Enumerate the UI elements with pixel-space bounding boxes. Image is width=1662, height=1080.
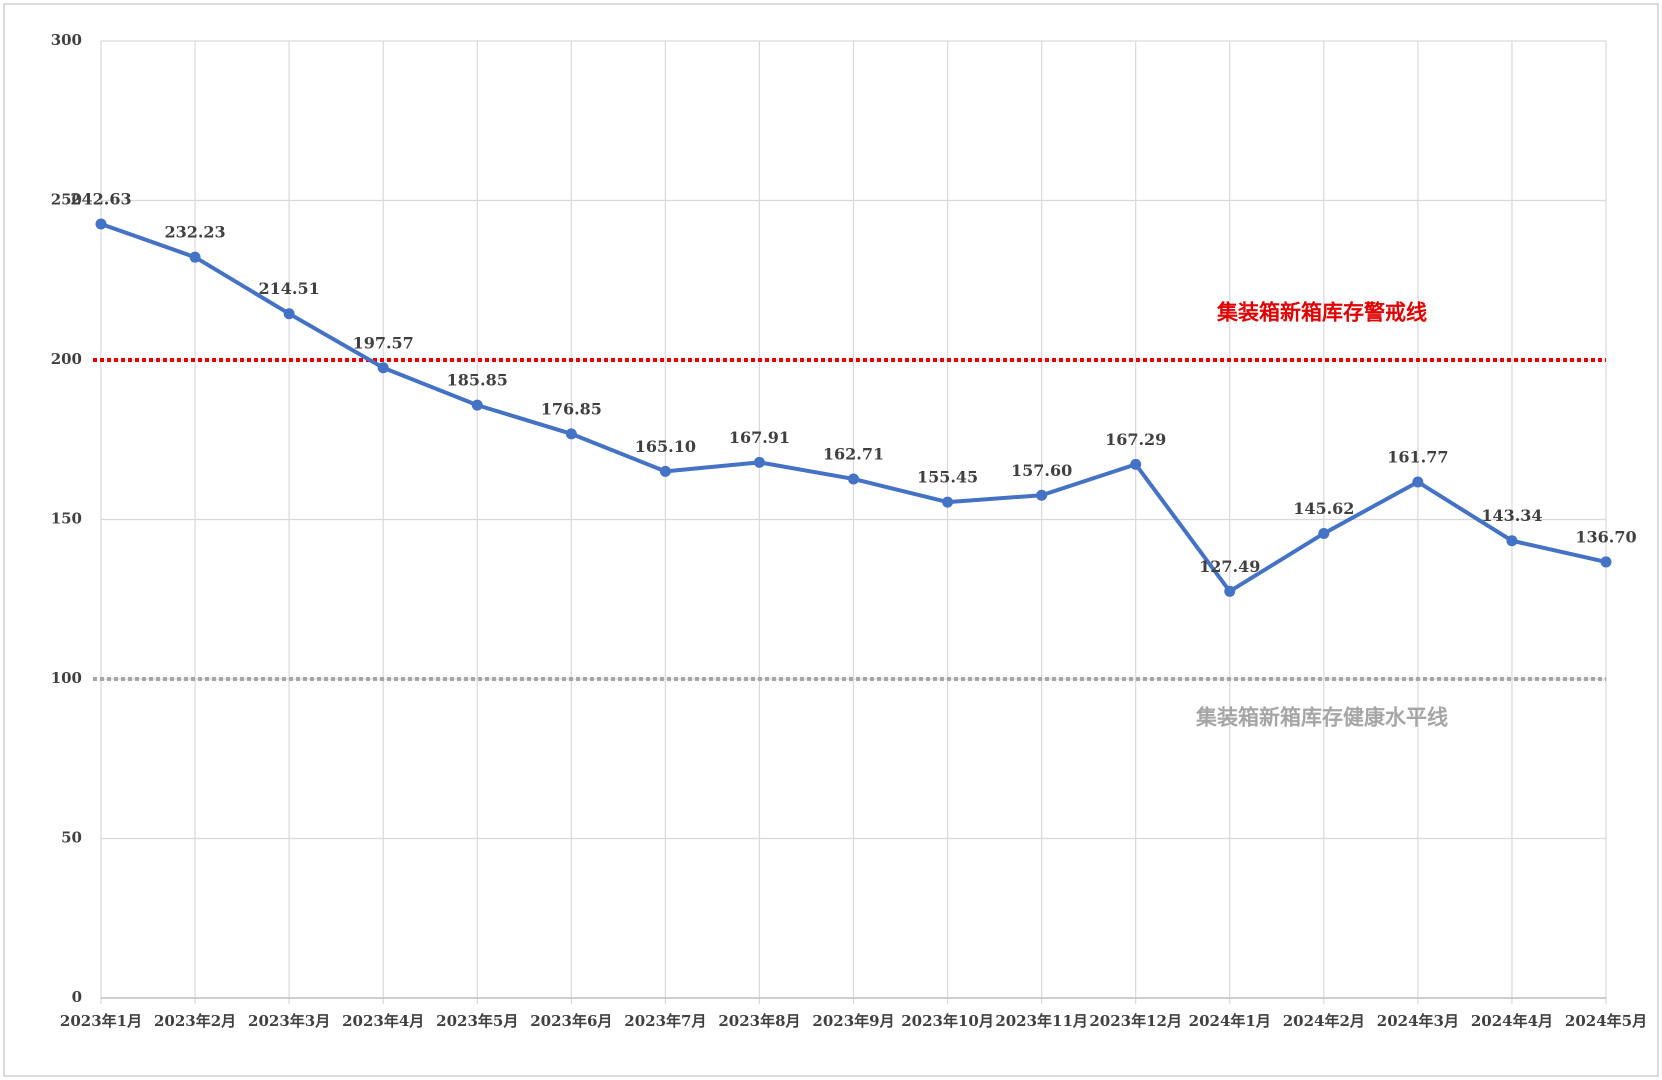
reference-label: 集装箱新箱库存健康水平线 <box>1195 705 1448 730</box>
data-label: 161.77 <box>1387 447 1448 466</box>
data-label: 165.10 <box>635 437 696 456</box>
x-tick-label: 2023年4月 <box>342 1012 424 1030</box>
x-tick-label: 2023年7月 <box>624 1012 706 1030</box>
data-point <box>565 428 577 440</box>
y-tick-label: 200 <box>51 350 82 368</box>
y-tick-label: 0 <box>72 988 82 1006</box>
data-label: 143.34 <box>1481 506 1542 525</box>
data-label: 155.45 <box>917 468 978 487</box>
y-tick-label: 250 <box>51 191 82 209</box>
data-label: 157.60 <box>1011 461 1072 480</box>
data-label: 197.57 <box>353 333 414 352</box>
data-point <box>377 362 389 374</box>
data-label: 162.71 <box>823 444 884 463</box>
data-point <box>95 218 107 230</box>
x-tick-label: 2023年9月 <box>812 1012 894 1030</box>
x-tick-label: 2023年1月 <box>60 1012 142 1030</box>
data-label: 176.85 <box>541 399 602 418</box>
x-tick-label: 2023年10月 <box>901 1012 994 1030</box>
y-tick-label: 300 <box>51 31 82 49</box>
y-tick-label: 150 <box>51 510 82 528</box>
data-label: 167.29 <box>1105 430 1166 449</box>
data-label: 167.91 <box>729 428 790 447</box>
data-point <box>659 465 671 477</box>
data-point <box>1600 556 1612 568</box>
data-point <box>848 473 859 485</box>
x-tick-label: 2023年5月 <box>436 1012 518 1030</box>
data-point <box>1130 458 1142 470</box>
data-label: 185.85 <box>447 371 508 390</box>
x-tick-label: 2023年2月 <box>154 1012 236 1030</box>
data-label: 136.70 <box>1575 527 1636 546</box>
x-tick-label: 2024年5月 <box>1565 1012 1647 1030</box>
x-tick-label: 2023年3月 <box>248 1012 330 1030</box>
data-point <box>283 308 295 320</box>
data-label: 214.51 <box>259 279 320 298</box>
data-point <box>1318 527 1330 539</box>
x-tick-label: 2024年2月 <box>1283 1012 1365 1030</box>
data-label: 242.63 <box>70 190 131 209</box>
x-tick-label: 2023年8月 <box>718 1012 800 1030</box>
x-tick-label: 2023年12月 <box>1089 1012 1182 1030</box>
data-label: 145.62 <box>1293 499 1354 518</box>
y-tick-label: 100 <box>51 669 82 687</box>
reference-label: 集装箱新箱库存警戒线 <box>1216 300 1427 325</box>
chart-border <box>3 3 1659 1077</box>
data-point <box>753 456 765 468</box>
data-label: 127.49 <box>1199 557 1260 576</box>
x-tick-label: 2024年3月 <box>1377 1012 1459 1030</box>
data-point <box>189 251 201 263</box>
x-tick-label: 2023年11月 <box>995 1012 1088 1030</box>
data-point <box>1506 535 1518 547</box>
data-point <box>471 399 483 411</box>
data-label: 232.23 <box>164 223 225 242</box>
data-point <box>942 496 954 508</box>
data-point <box>1036 489 1048 501</box>
x-tick-label: 2023年6月 <box>530 1012 612 1030</box>
x-tick-label: 2024年4月 <box>1471 1012 1553 1030</box>
y-tick-label: 50 <box>61 829 82 847</box>
data-point <box>1224 585 1236 597</box>
x-tick-label: 2024年1月 <box>1189 1012 1271 1030</box>
data-point <box>1412 476 1424 488</box>
